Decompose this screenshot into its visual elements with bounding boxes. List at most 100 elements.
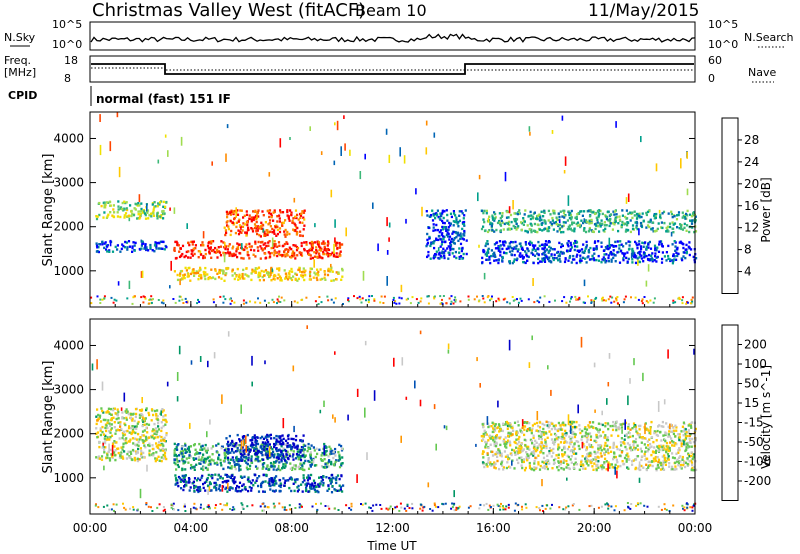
data-cell [261,249,264,252]
data-cell [342,303,344,305]
beam-label: Beam 10 [355,1,427,20]
data-cell [575,452,578,455]
data-cell [587,464,590,467]
data-cell [174,462,177,466]
data-cell [460,235,463,238]
data-cell [491,436,495,440]
data-cell [603,253,606,256]
data-cell [177,465,180,469]
data-cell [300,463,303,467]
data-cell [99,433,102,437]
data-cell [487,251,490,254]
data-cell [156,436,159,439]
data-cell [246,433,249,437]
data-cell [202,459,205,462]
data-cell [426,255,429,259]
data-cell [290,437,293,441]
data-cell [442,254,445,257]
data-cell [499,217,502,220]
data-cell [643,253,646,256]
data-cell [554,427,557,431]
data-cell [238,251,241,255]
data-cell [679,240,682,243]
data-cell [573,230,576,233]
data-cell [557,254,560,258]
data-cell [557,428,560,431]
data-cell [627,212,630,215]
data-cell [621,460,624,463]
data-cell [219,295,222,298]
data-cell [150,298,153,301]
data-cell [278,267,281,270]
data-cell [143,423,146,426]
data-cell [183,485,186,488]
data-cell [307,482,310,485]
data-cell [211,474,214,477]
data-cell [586,256,589,259]
data-cell [562,224,565,227]
data-cell [536,445,539,448]
data-cell [282,455,285,458]
data-cell [571,221,574,224]
data-cell [600,449,603,452]
data-cell [311,482,314,485]
data-cell [240,226,242,230]
data-cell [557,461,561,464]
data-cell [483,465,486,469]
data-cell [597,215,600,219]
data-cell [124,212,128,215]
data-cell [98,445,101,449]
data-cell [335,481,338,485]
data-cell [674,424,677,427]
data-cell [432,257,435,260]
data-cell [302,443,305,447]
data-cell [327,242,330,245]
data-cell [225,231,228,234]
data-cell [291,270,294,273]
data-cell [450,215,453,219]
data-cell [557,465,561,468]
data-cell [267,244,270,247]
data-cell [101,298,104,301]
data-cell [237,229,240,232]
data-cell [298,467,301,471]
data-cell [164,449,167,452]
data-cell [643,454,646,457]
data-cell [681,302,684,305]
data-cell [161,247,164,250]
data-cell [490,297,493,300]
data-cell [188,456,191,459]
data-cell [619,250,623,253]
data-cell [636,433,639,436]
data-cell [110,296,113,299]
data-cell [569,449,572,453]
data-cell [593,439,596,443]
data-cell [494,423,497,426]
data-cell [603,257,607,261]
data-cell [220,447,223,450]
data-cell [267,273,270,276]
data-cell [668,446,671,450]
data-cell [327,299,330,302]
data-cell [664,456,667,460]
data-cell [289,476,292,479]
data-cell [262,214,265,217]
data-cell [224,487,227,491]
data-cell [273,465,276,468]
data-cell [133,456,136,460]
data-cell [137,202,140,205]
data-cell [534,244,537,247]
data-cell [290,478,293,481]
data-cell [540,210,543,213]
data-cell [282,477,285,480]
data-cell [524,261,527,265]
data-cell [156,217,159,220]
data-cell [213,250,216,254]
data-cell [483,220,486,224]
data-cell [638,251,641,254]
data-cell [222,301,225,304]
data-cell [224,233,227,237]
data-cell [134,241,137,245]
data-cell [210,256,213,259]
data-cell [279,279,282,282]
